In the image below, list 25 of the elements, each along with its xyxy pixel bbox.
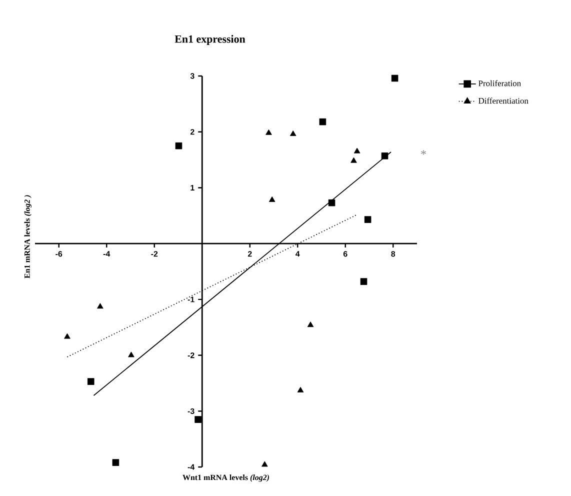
legend-label: Proliferation xyxy=(478,80,521,86)
point xyxy=(354,148,360,154)
point xyxy=(97,303,104,309)
point xyxy=(87,378,94,385)
point xyxy=(175,142,182,150)
point xyxy=(307,322,314,328)
point xyxy=(64,333,70,339)
point xyxy=(319,118,326,126)
point xyxy=(381,152,388,160)
point xyxy=(262,461,268,467)
chart-title: En1 expression xyxy=(174,35,246,45)
point xyxy=(328,199,336,206)
point xyxy=(194,416,202,423)
point xyxy=(268,196,276,202)
point xyxy=(290,130,296,136)
text: * xyxy=(421,150,426,155)
point xyxy=(364,216,372,223)
point xyxy=(350,157,357,163)
point xyxy=(266,129,272,135)
point xyxy=(128,352,134,358)
point xyxy=(391,74,398,82)
point xyxy=(112,459,120,466)
legend-label: Differentiation xyxy=(478,98,528,104)
point xyxy=(297,386,304,392)
point xyxy=(360,278,368,285)
